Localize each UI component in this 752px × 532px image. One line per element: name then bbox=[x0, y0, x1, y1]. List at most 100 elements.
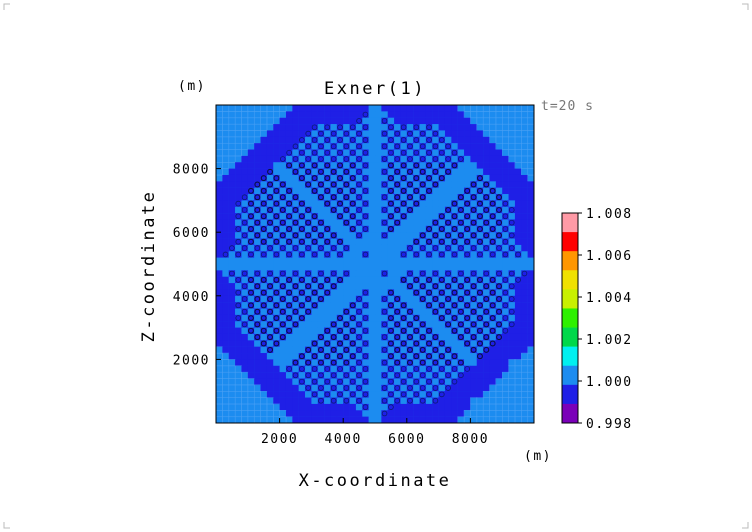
field-cell bbox=[451, 333, 458, 341]
field-cell bbox=[495, 257, 503, 265]
field-cell bbox=[273, 289, 280, 296]
field-cell bbox=[381, 302, 388, 309]
field-cell bbox=[292, 162, 299, 169]
contour-marker bbox=[394, 346, 401, 353]
field-cell bbox=[254, 187, 261, 195]
field-cell bbox=[324, 187, 331, 195]
contour-marker bbox=[292, 232, 299, 239]
field-cell bbox=[464, 270, 471, 277]
contour-marker bbox=[470, 308, 477, 315]
y-tick-label: 8000 bbox=[173, 163, 210, 178]
field-cell bbox=[438, 308, 446, 316]
contour-marker bbox=[445, 156, 451, 162]
field-cell bbox=[273, 200, 280, 207]
field-cell bbox=[495, 149, 503, 157]
field-cell bbox=[241, 200, 248, 207]
field-cell bbox=[317, 353, 325, 360]
field-cell bbox=[394, 232, 401, 239]
field-cell bbox=[381, 111, 388, 118]
field-cell bbox=[298, 365, 306, 373]
contour-marker bbox=[273, 175, 280, 182]
field-cell bbox=[432, 149, 439, 157]
field-cell bbox=[438, 194, 446, 201]
field-cell bbox=[292, 314, 299, 322]
field-cell bbox=[235, 327, 242, 335]
contour-marker bbox=[267, 283, 274, 290]
contour-marker bbox=[311, 187, 318, 194]
field-cell bbox=[228, 340, 236, 347]
field-cell bbox=[298, 346, 306, 354]
contour-marker bbox=[483, 194, 490, 201]
field-cell bbox=[406, 181, 414, 188]
field-cell bbox=[413, 105, 420, 112]
field-cell bbox=[476, 225, 484, 233]
field-cell bbox=[343, 117, 350, 125]
field-cell bbox=[228, 333, 236, 341]
field-cell bbox=[381, 168, 388, 176]
field-cell bbox=[444, 244, 452, 252]
field-cell bbox=[336, 321, 344, 328]
contour-marker bbox=[292, 283, 299, 290]
field-cell bbox=[432, 416, 439, 424]
field-cell bbox=[406, 283, 414, 290]
field-cell bbox=[502, 213, 509, 220]
field-cell bbox=[362, 187, 369, 195]
field-cell bbox=[514, 333, 522, 341]
contour-marker bbox=[292, 321, 299, 328]
field-cell bbox=[317, 295, 325, 303]
field-cell bbox=[222, 289, 229, 296]
contour-marker bbox=[279, 232, 286, 239]
field-cell bbox=[432, 346, 439, 354]
field-cell bbox=[266, 238, 274, 246]
field-cell bbox=[470, 270, 477, 277]
field-cell bbox=[394, 181, 401, 188]
field-cell bbox=[464, 257, 471, 265]
field-cell bbox=[355, 187, 363, 195]
field-cell bbox=[502, 403, 509, 411]
field-cell bbox=[444, 174, 452, 182]
field-cell bbox=[394, 346, 401, 354]
field-cell bbox=[432, 276, 439, 284]
contour-marker bbox=[292, 359, 299, 366]
field-cell bbox=[235, 174, 242, 182]
contour-marker bbox=[451, 327, 458, 334]
field-cell bbox=[355, 340, 363, 347]
field-cell bbox=[457, 384, 465, 392]
field-cell bbox=[292, 276, 299, 284]
field-cell bbox=[432, 283, 439, 290]
field-cell bbox=[464, 308, 471, 316]
field-cell bbox=[285, 136, 293, 144]
field-cell bbox=[406, 213, 414, 220]
field-cell bbox=[514, 327, 522, 335]
field-cell bbox=[375, 130, 382, 137]
field-cell bbox=[457, 187, 465, 195]
field-cell bbox=[489, 244, 497, 252]
contour-marker bbox=[432, 181, 439, 188]
field-cell bbox=[489, 302, 497, 309]
contour-marker bbox=[362, 327, 369, 334]
contour-marker bbox=[349, 302, 356, 309]
field-cell bbox=[489, 270, 497, 277]
contour-marker bbox=[407, 245, 413, 251]
field-cell bbox=[279, 289, 287, 296]
field-cell bbox=[368, 372, 376, 379]
field-cell bbox=[285, 327, 293, 335]
field-cell bbox=[349, 333, 357, 341]
field-cell bbox=[419, 117, 427, 125]
field-cell bbox=[362, 143, 369, 150]
contour-marker bbox=[451, 289, 458, 296]
field-cell bbox=[285, 111, 293, 118]
contour-marker bbox=[496, 232, 502, 239]
field-cell bbox=[355, 174, 363, 182]
field-cell bbox=[413, 162, 420, 169]
contour-marker bbox=[349, 187, 356, 194]
field-cell bbox=[355, 321, 363, 328]
contour-marker bbox=[324, 238, 331, 245]
field-cell bbox=[317, 372, 325, 379]
contour-marker bbox=[235, 251, 242, 258]
field-cell bbox=[279, 174, 287, 182]
field-cell bbox=[432, 111, 439, 118]
field-cell bbox=[406, 353, 414, 360]
contour-marker bbox=[241, 321, 248, 328]
field-cell bbox=[336, 124, 344, 131]
